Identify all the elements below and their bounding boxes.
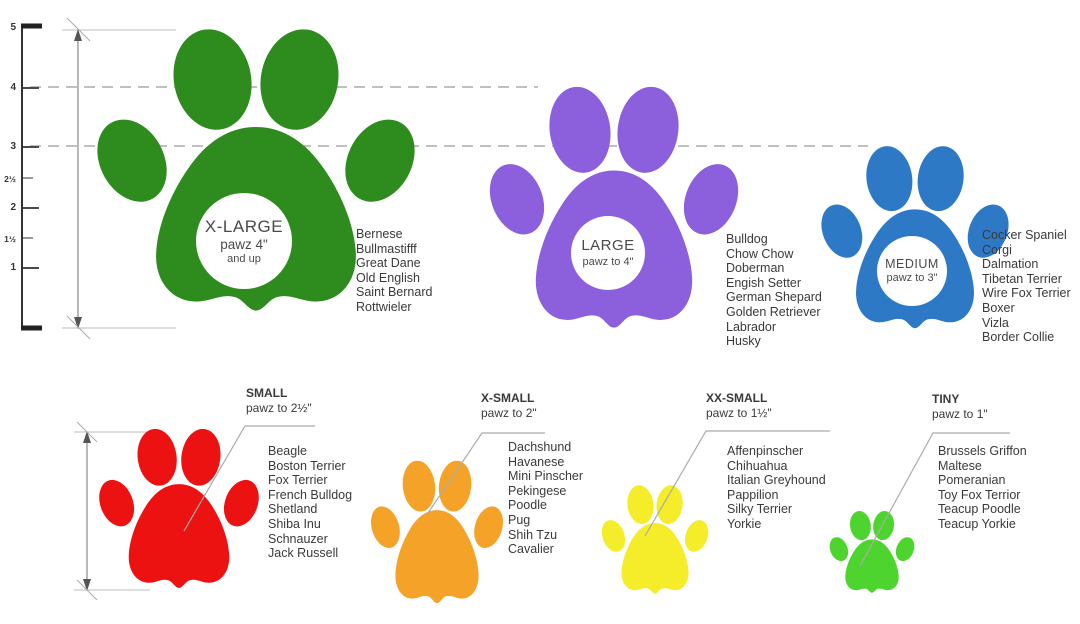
size-name: X-LARGE [204,216,284,236]
breed-list-large: Bulldog Chow Chow Doberman Engish Setter… [726,232,822,349]
size-badge-x-large: X-LARGE pawz 4" and up [196,193,292,289]
breed-item: Mini Pinscher [508,469,584,484]
breed-item: Pomeranian [938,473,1006,488]
paw-tiny [829,510,915,599]
breed-item: Fox Terrier [268,473,328,488]
breed-item: Saint Bernard [356,285,433,300]
breed-item: Schnauzer [268,531,328,546]
size-detail: pawz to 3" [886,272,938,285]
breed-list-medium: Cocker Spaniel Corgi Dalmation Tibetan T… [982,228,1071,345]
breed-list-small: Beagle Boston Terrier Fox Terrier French… [268,444,352,561]
size-name: SMALL [246,386,288,400]
size-badge-large: LARGE pawz to 4" [571,216,645,290]
ruler-bracket [21,23,42,331]
breed-item: Bullmastifff [356,241,417,256]
label-tiny: TINY pawz to 1" [932,392,988,422]
breed-item: Cocker Spaniel [982,228,1067,242]
size-detail: pawz 4" [220,236,268,252]
breed-item: Rottwieler [356,299,412,314]
size-name: LARGE [581,236,635,254]
size-detail: pawz to 1½" [706,406,772,420]
breed-item: French Bulldog [268,487,353,502]
breed-list-tiny: Brussels Griffon Maltese Pomeranian Toy … [938,444,1027,532]
breed-item: Beagle [268,444,307,458]
breed-item: Boston Terrier [268,458,346,473]
paw-large [488,84,740,346]
label-x-small: X-SMALL pawz to 2" [481,391,537,421]
breed-item: Silky Terrier [727,502,793,517]
breed-item: German Shepard [726,290,822,305]
breed-item: Pappilion [727,487,779,502]
breed-item: Toy Fox Terrior [938,487,1021,502]
breed-item: Havanese [508,454,565,469]
size-note: and up [227,252,261,265]
breed-item: Maltese [938,458,982,473]
breed-item: Old English [356,270,420,285]
size-name: TINY [932,392,960,406]
breed-list-x-large: Bernese Bullmastifff Great Dane Old Engl… [356,227,432,315]
breed-item: Boxer [982,300,1015,315]
paw-xx-small [601,484,709,602]
breed-item: Dalmation [982,257,1039,272]
size-detail: pawz to 2½" [246,401,312,415]
breed-item: Chow Chow [726,246,794,261]
breed-item: Bulldog [726,232,768,246]
breed-item: Golden Retriever [726,304,821,319]
paw-x-small [370,459,504,614]
breed-list-x-small: Dachshund Havanese Mini Pinscher Pekinge… [508,440,583,557]
breed-item: Husky [726,334,761,349]
ruler-mark-2: 2 [10,202,16,213]
breed-item: Brussels Griffon [938,444,1027,458]
breed-list-xx-small: Affenpinscher Chihuahua Italian Greyhoun… [727,444,826,532]
breed-item: Labrador [726,319,777,334]
size-name: XX-SMALL [706,391,768,405]
breed-item: Vizla [982,315,1009,330]
ruler-mark-2half: 2½ [4,174,16,184]
size-detail: pawz to 4" [582,255,634,268]
size-badge-medium: MEDIUM pawz to 3" [877,236,947,306]
size-name: X-SMALL [481,391,535,405]
breed-item: Teacup Poodle [938,502,1021,517]
size-detail: pawz to 1" [932,407,988,421]
breed-item: Yorkie [727,516,762,531]
breed-item: Shetland [268,502,318,517]
breed-item: Jack Russell [268,546,339,561]
ruler-mark-4: 4 [10,82,16,93]
breed-item: Wire Fox Terrier [982,286,1071,301]
breed-item: Shih Tzu [508,527,558,542]
ruler-mark-1half: 1½ [4,234,16,244]
ruler-mark-5: 5 [10,22,16,33]
breed-item: Doberman [726,261,785,276]
breed-item: Corgi [982,242,1012,257]
size-detail: pawz to 2" [481,406,537,420]
breed-item: Cavalier [508,542,554,557]
breed-item: Tibetan Terrier [982,271,1062,286]
breed-item: Affenpinscher [727,444,804,458]
paw-small [98,427,260,600]
label-xx-small: XX-SMALL pawz to 1½" [706,391,772,421]
ruler-mark-3: 3 [10,141,16,152]
breed-item: Chihuahua [727,458,788,473]
breed-item: Shiba Inu [268,516,321,531]
size-name: MEDIUM [885,257,939,272]
breed-item: Border Collie [982,330,1055,345]
breed-item: Teacup Yorkie [938,516,1016,531]
breed-item: Bernese [356,227,403,241]
label-small: SMALL pawz to 2½" [246,386,312,416]
breed-item: Italian Greyhound [727,473,826,488]
breed-item: Pug [508,512,531,527]
breed-item: Dachshund [508,440,572,454]
breed-item: Great Dane [356,256,421,271]
breed-item: Pekingese [508,483,567,498]
ruler-mark-1: 1 [10,262,16,273]
breed-item: Engish Setter [726,275,802,290]
breed-item: Poodle [508,498,547,513]
